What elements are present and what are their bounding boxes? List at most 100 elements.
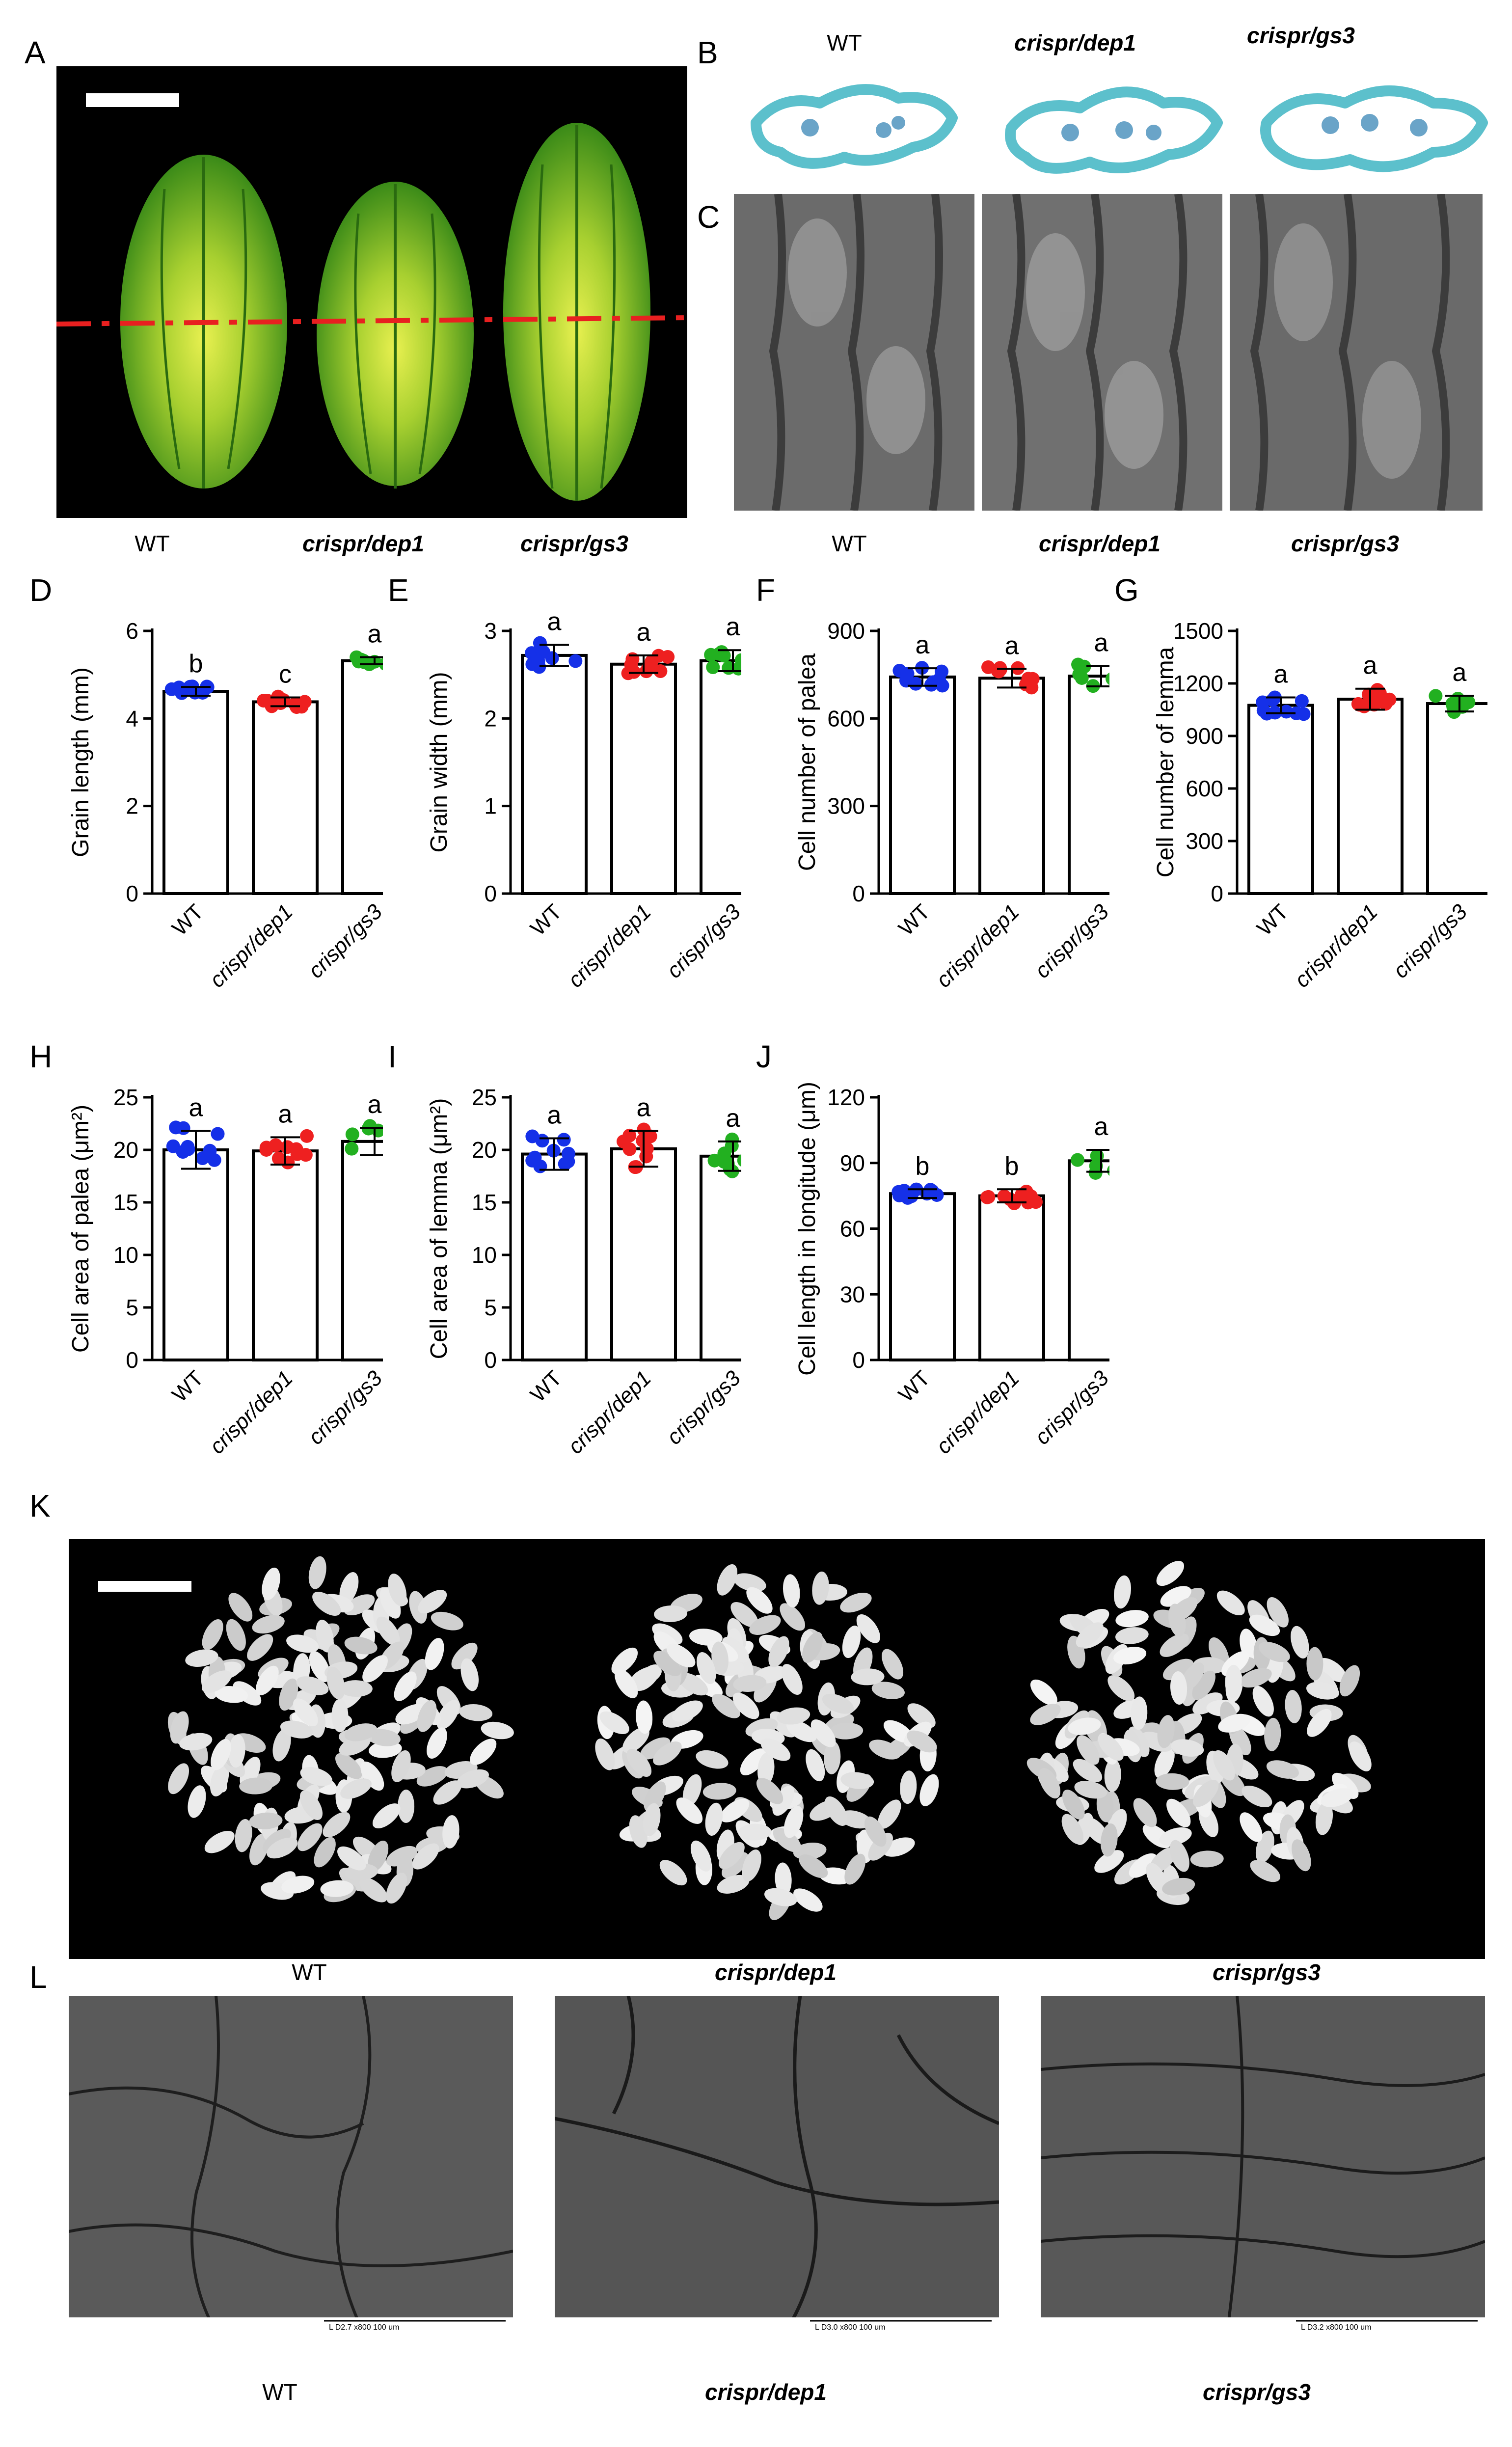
data-point bbox=[1382, 692, 1397, 707]
data-point bbox=[568, 654, 583, 668]
data-point bbox=[172, 680, 186, 695]
data-points bbox=[525, 636, 583, 674]
grain bbox=[626, 1749, 652, 1777]
grain bbox=[316, 1619, 334, 1653]
grain bbox=[360, 1761, 384, 1791]
grain bbox=[1216, 1590, 1245, 1616]
scale-label-l-wt: L D2.7 x800 100 um bbox=[329, 2323, 400, 2332]
grain bbox=[226, 1619, 246, 1651]
data-points bbox=[1071, 657, 1109, 693]
data-point bbox=[651, 649, 666, 663]
grain bbox=[1169, 1840, 1189, 1872]
scale-label-l-dep1: L D3.0 x800 100 um bbox=[815, 2323, 886, 2332]
grain bbox=[799, 1854, 828, 1878]
data-point bbox=[624, 657, 638, 672]
y-tick-label: 1200 bbox=[1173, 671, 1223, 696]
grain bbox=[810, 1719, 836, 1747]
data-point bbox=[298, 1148, 313, 1162]
significance-letter: a bbox=[547, 608, 562, 636]
grain bbox=[780, 1603, 806, 1631]
grain bbox=[768, 1636, 789, 1667]
grain bbox=[337, 1846, 366, 1871]
sem-palea-gs3 bbox=[1230, 194, 1483, 511]
grain bbox=[1318, 1658, 1347, 1683]
category-label: WT bbox=[894, 1366, 935, 1407]
grain bbox=[335, 1753, 362, 1779]
grain bbox=[1094, 1850, 1124, 1873]
grain bbox=[1159, 1827, 1192, 1846]
grain bbox=[644, 1781, 666, 1812]
category-label: crispr/dep1 bbox=[205, 899, 298, 992]
caption-l-wt: WT bbox=[262, 2379, 297, 2405]
grain bbox=[825, 1796, 848, 1826]
category-label: crispr/dep1 bbox=[1290, 899, 1383, 992]
grain bbox=[690, 1840, 712, 1872]
bar bbox=[1247, 704, 1314, 895]
bar bbox=[162, 1148, 229, 1361]
category-label: WT bbox=[526, 1366, 567, 1407]
data-point bbox=[1445, 697, 1459, 711]
grain bbox=[344, 1636, 378, 1655]
data-point bbox=[1458, 695, 1472, 709]
significance-letter: b bbox=[916, 1152, 930, 1180]
data-point bbox=[1088, 1166, 1103, 1180]
grain bbox=[659, 1860, 687, 1886]
scale-label-l-gs3: L D3.2 x800 100 um bbox=[1301, 2323, 1372, 2332]
data-point bbox=[637, 1122, 651, 1137]
grain bbox=[1225, 1664, 1242, 1698]
caption-c-dep1: crispr/dep1 bbox=[1039, 531, 1161, 556]
grain bbox=[702, 1783, 736, 1800]
grain bbox=[239, 1777, 273, 1794]
caption-c-wt: WT bbox=[832, 531, 867, 556]
bar bbox=[521, 653, 588, 896]
chart-palea-cell-area: 0 5 10 15 20 25 Cell area of palea (μm²) a WT a cr… bbox=[68, 1085, 383, 1459]
grain bbox=[733, 1675, 767, 1692]
y-tick-label: 25 bbox=[113, 1085, 138, 1110]
grain bbox=[1156, 1561, 1185, 1586]
grain-cluster bbox=[167, 1556, 514, 1904]
grain bbox=[772, 1786, 795, 1816]
grain bbox=[640, 1737, 671, 1760]
grain bbox=[882, 1649, 904, 1680]
caption-a-wt: WT bbox=[135, 531, 170, 556]
data-points bbox=[1351, 683, 1397, 713]
grain bbox=[323, 1812, 351, 1838]
significance-letter: a bbox=[368, 620, 382, 649]
y-tick-label: 10 bbox=[113, 1242, 138, 1268]
grain bbox=[1193, 1780, 1219, 1807]
grain bbox=[1285, 1690, 1302, 1723]
panel-letter-i: I bbox=[388, 1039, 397, 1074]
caption-b-dep1: crispr/dep1 bbox=[1014, 30, 1136, 55]
scale-bar-k bbox=[98, 1581, 191, 1592]
grain bbox=[1170, 1739, 1204, 1757]
data-point bbox=[1075, 671, 1089, 685]
grain bbox=[388, 1574, 407, 1606]
grain bbox=[339, 1572, 359, 1604]
grain bbox=[339, 1735, 371, 1756]
y-tick-label: 20 bbox=[472, 1137, 497, 1163]
category-label: crispr/dep1 bbox=[564, 1366, 656, 1459]
grain bbox=[711, 1641, 729, 1675]
grain bbox=[1115, 1627, 1149, 1644]
grain bbox=[1218, 1713, 1251, 1733]
grain bbox=[1252, 1686, 1274, 1717]
data-point bbox=[203, 1143, 217, 1158]
grain bbox=[678, 1673, 708, 1696]
category-label: WT bbox=[167, 1366, 208, 1407]
category-label: crispr/dep1 bbox=[932, 1366, 1025, 1459]
data-points bbox=[892, 661, 949, 693]
grain bbox=[868, 1832, 893, 1861]
grain bbox=[170, 1711, 189, 1744]
grain bbox=[907, 1730, 937, 1753]
caption-b-gs3: crispr/gs3 bbox=[1247, 23, 1355, 48]
grain bbox=[1115, 1610, 1149, 1628]
y-tick-label: 1 bbox=[484, 793, 497, 819]
grain bbox=[1157, 1715, 1175, 1748]
grain bbox=[672, 1700, 703, 1722]
grain bbox=[773, 1827, 801, 1852]
category-label: crispr/gs3 bbox=[662, 1366, 741, 1449]
y-axis-label: Grain length (mm) bbox=[68, 667, 94, 857]
grain bbox=[793, 1888, 823, 1912]
y-tick-label: 5 bbox=[126, 1295, 138, 1320]
caption-k-gs3: crispr/gs3 bbox=[1213, 1959, 1321, 1985]
